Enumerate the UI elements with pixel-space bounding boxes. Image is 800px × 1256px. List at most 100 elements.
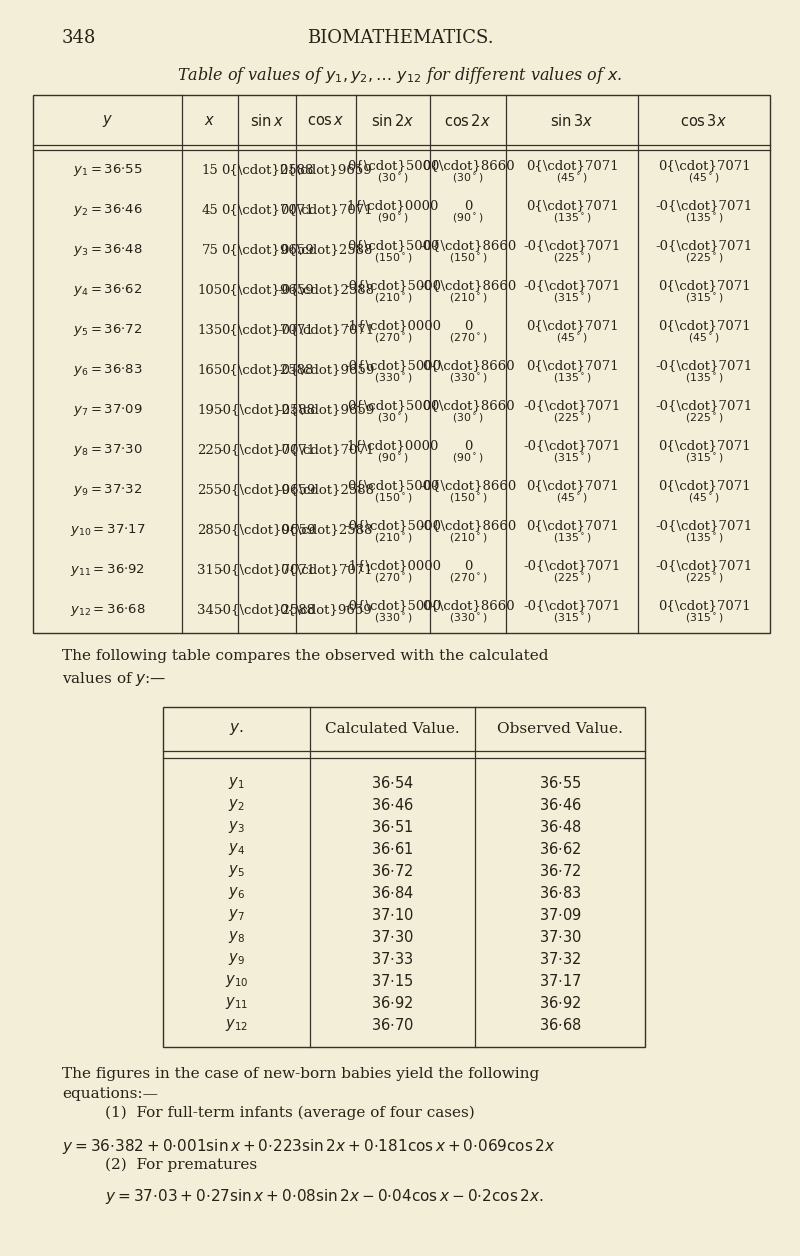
Text: 0{\cdot}8660: 0{\cdot}8660	[422, 160, 514, 172]
Text: -0{\cdot}7071: -0{\cdot}7071	[655, 200, 753, 212]
Text: -0{\cdot}7071: -0{\cdot}7071	[523, 599, 621, 613]
Text: -1{\cdot}0000: -1{\cdot}0000	[345, 559, 442, 573]
Text: -0{\cdot}7071: -0{\cdot}7071	[523, 399, 621, 412]
Text: 165: 165	[198, 363, 222, 377]
Text: 0{\cdot}5000: 0{\cdot}5000	[347, 160, 439, 172]
Text: -0{\cdot}7071: -0{\cdot}7071	[278, 324, 374, 337]
Text: $(30^\circ)$: $(30^\circ)$	[378, 412, 409, 426]
Text: $(330^\circ)$: $(330^\circ)$	[374, 372, 412, 386]
Text: -0{\cdot}8660: -0{\cdot}8660	[419, 240, 517, 252]
Text: -0{\cdot}7071: -0{\cdot}7071	[523, 280, 621, 293]
Text: 0{\cdot}8660: 0{\cdot}8660	[422, 599, 514, 613]
Text: (1)  For full-term infants (average of four cases): (1) For full-term infants (average of fo…	[105, 1105, 474, 1120]
Text: -0{\cdot}8660: -0{\cdot}8660	[419, 520, 517, 533]
Text: $37{\cdot}30$: $37{\cdot}30$	[371, 929, 414, 945]
Text: $(225^\circ)$: $(225^\circ)$	[553, 573, 591, 585]
Text: $(135^\circ)$: $(135^\circ)$	[685, 212, 723, 225]
Text: $y_4 = 36{\cdot}62$: $y_4 = 36{\cdot}62$	[73, 283, 142, 298]
Text: $(330^\circ)$: $(330^\circ)$	[449, 612, 487, 625]
Text: 0{\cdot}5000: 0{\cdot}5000	[347, 399, 439, 412]
Text: 0{\cdot}7071: 0{\cdot}7071	[658, 160, 750, 172]
Text: $(315^\circ)$: $(315^\circ)$	[685, 452, 723, 465]
Text: $(315^\circ)$: $(315^\circ)$	[553, 293, 591, 305]
Text: $(270^\circ)$: $(270^\circ)$	[374, 573, 412, 585]
Text: $\cos 2x$: $\cos 2x$	[445, 113, 491, 129]
Text: 0{\cdot}7071: 0{\cdot}7071	[221, 203, 314, 216]
Text: $y_2 = 36{\cdot}46$: $y_2 = 36{\cdot}46$	[73, 202, 142, 219]
Text: $(30^\circ)$: $(30^\circ)$	[378, 172, 409, 186]
Text: $y_7$: $y_7$	[228, 907, 245, 923]
Text: $36{\cdot}83$: $36{\cdot}83$	[538, 885, 582, 901]
Text: -0{\cdot}8660: -0{\cdot}8660	[419, 480, 517, 492]
Text: $37{\cdot}10$: $37{\cdot}10$	[371, 907, 414, 923]
Text: 255: 255	[198, 484, 222, 496]
Text: 0{\cdot}7071: 0{\cdot}7071	[658, 319, 750, 333]
Text: 285: 285	[198, 524, 222, 536]
Text: $(150^\circ)$: $(150^\circ)$	[449, 252, 487, 265]
Text: $(135^\circ)$: $(135^\circ)$	[685, 372, 723, 386]
Text: 0: 0	[464, 319, 472, 333]
Text: $y_1$: $y_1$	[228, 775, 245, 791]
Text: $(225^\circ)$: $(225^\circ)$	[553, 412, 591, 426]
Text: $(30^\circ)$: $(30^\circ)$	[452, 172, 484, 186]
Text: 0{\cdot}2588: 0{\cdot}2588	[221, 163, 313, 177]
Text: -0{\cdot}7071: -0{\cdot}7071	[523, 240, 621, 252]
Text: Observed Value.: Observed Value.	[497, 722, 623, 736]
Text: (2)  For prematures: (2) For prematures	[105, 1158, 257, 1172]
Text: $(315^\circ)$: $(315^\circ)$	[685, 612, 723, 625]
Text: $\cos x$: $\cos x$	[307, 114, 345, 128]
Text: $(45^\circ)$: $(45^\circ)$	[556, 333, 588, 345]
Text: $(90^\circ)$: $(90^\circ)$	[378, 452, 409, 465]
Text: 0{\cdot}7071: 0{\cdot}7071	[526, 520, 618, 533]
Text: $(270^\circ)$: $(270^\circ)$	[449, 333, 487, 345]
Text: 0{\cdot}7071: 0{\cdot}7071	[526, 319, 618, 333]
Text: 0{\cdot}9659: 0{\cdot}9659	[221, 244, 314, 256]
Text: $(330^\circ)$: $(330^\circ)$	[374, 612, 412, 625]
Text: -0{\cdot}9659: -0{\cdot}9659	[218, 484, 316, 496]
Text: 1{\cdot}0000: 1{\cdot}0000	[347, 440, 439, 452]
Text: $(225^\circ)$: $(225^\circ)$	[553, 252, 591, 265]
Text: $(135^\circ)$: $(135^\circ)$	[553, 533, 591, 545]
Text: -0{\cdot}7071: -0{\cdot}7071	[655, 559, 753, 573]
Text: 315: 315	[198, 564, 222, 577]
Text: 345: 345	[198, 603, 222, 617]
Text: $(135^\circ)$: $(135^\circ)$	[685, 533, 723, 545]
Text: 348: 348	[62, 29, 96, 46]
Text: $36{\cdot}84$: $36{\cdot}84$	[371, 885, 414, 901]
Text: -0{\cdot}2588: -0{\cdot}2588	[218, 403, 315, 417]
Text: 0{\cdot}2588: 0{\cdot}2588	[280, 524, 372, 536]
Text: $36{\cdot}68$: $36{\cdot}68$	[538, 1017, 582, 1032]
Text: 0{\cdot}7071: 0{\cdot}7071	[658, 599, 750, 613]
Text: 0{\cdot}8660: 0{\cdot}8660	[422, 359, 514, 373]
Text: -0{\cdot}7071: -0{\cdot}7071	[655, 359, 753, 373]
Text: $(210^\circ)$: $(210^\circ)$	[449, 293, 487, 305]
Text: $36{\cdot}62$: $36{\cdot}62$	[538, 842, 582, 857]
Text: $y_6$: $y_6$	[228, 885, 245, 901]
Text: $y = 37{\cdot}03 + 0{\cdot}27\sin x + 0{\cdot}08\sin 2x - 0{\cdot}04\cos x - 0{\: $y = 37{\cdot}03 + 0{\cdot}27\sin x + 0{…	[105, 1187, 543, 1206]
Text: 15: 15	[202, 163, 218, 177]
Text: $y_4$: $y_4$	[228, 842, 245, 857]
Text: $37{\cdot}30$: $37{\cdot}30$	[538, 929, 582, 945]
Text: -0{\cdot}8660: -0{\cdot}8660	[419, 280, 517, 293]
Text: $(210^\circ)$: $(210^\circ)$	[374, 293, 412, 305]
Text: $y_2$: $y_2$	[228, 798, 245, 813]
Text: $y_{12} = 36{\cdot}68$: $y_{12} = 36{\cdot}68$	[70, 602, 146, 618]
Text: $y$: $y$	[102, 113, 113, 129]
Text: $36{\cdot}55$: $36{\cdot}55$	[538, 775, 582, 791]
Text: 0{\cdot}7071: 0{\cdot}7071	[526, 480, 618, 492]
Text: $y_5$: $y_5$	[228, 863, 245, 879]
Text: -0{\cdot}9659: -0{\cdot}9659	[278, 403, 374, 417]
Text: $(135^\circ)$: $(135^\circ)$	[553, 212, 591, 225]
Text: $\sin 2x$: $\sin 2x$	[371, 113, 414, 129]
Text: $36{\cdot}72$: $36{\cdot}72$	[538, 863, 582, 879]
Text: $y_7 = 37{\cdot}09$: $y_7 = 37{\cdot}09$	[73, 402, 142, 418]
Text: $(225^\circ)$: $(225^\circ)$	[685, 573, 723, 585]
Text: -0{\cdot}7071: -0{\cdot}7071	[218, 564, 316, 577]
Text: -0{\cdot}5000: -0{\cdot}5000	[345, 599, 442, 613]
Text: -0{\cdot}5000: -0{\cdot}5000	[345, 359, 442, 373]
Text: $(210^\circ)$: $(210^\circ)$	[449, 533, 487, 545]
Text: 105: 105	[198, 284, 222, 296]
Text: $(90^\circ)$: $(90^\circ)$	[452, 212, 484, 225]
Text: 0{\cdot}2588: 0{\cdot}2588	[221, 363, 313, 377]
Text: $(270^\circ)$: $(270^\circ)$	[374, 333, 412, 345]
